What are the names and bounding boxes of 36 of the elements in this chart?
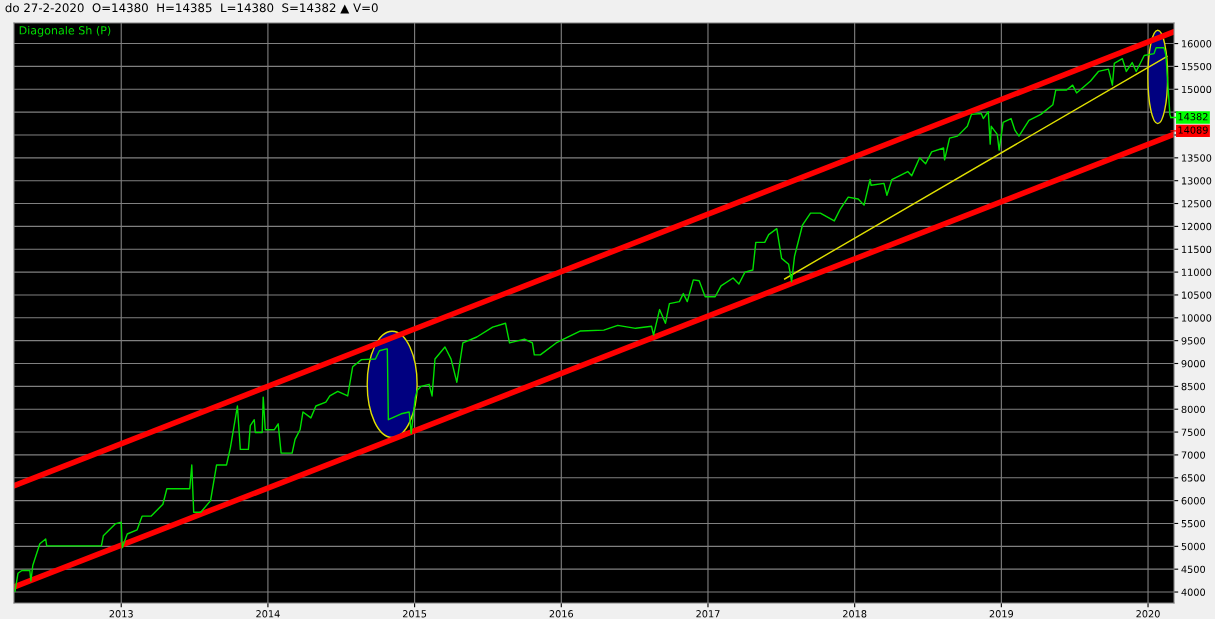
x-tick-label: 2016 [549,610,574,618]
y-tick-label: 10000 [1182,314,1212,322]
y-tick-label: 4000 [1181,588,1206,596]
x-tick-label: 2019 [989,610,1014,618]
y-tick-label: 9000 [1181,359,1206,368]
y-tick-label: 8500 [1181,382,1206,391]
x-tick-label: 2020 [1136,610,1160,618]
text: Diagonale Sh (P) [19,25,111,37]
x-tick-label: 2014 [256,610,280,618]
y-tick-label: 5000 [1181,542,1206,551]
y-tick-label: 12500 [1182,200,1212,208]
chart-title: do 27-2-2020 O=14380 H=14385 L=14380 S=14382 ▲ V=0 [5,3,378,14]
y-tick-label: 5500 [1181,519,1206,528]
x-tick-label: 2015 [402,610,427,618]
x-tick-label: 2013 [109,610,133,618]
y-tick-label: 7500 [1181,428,1206,436]
y-tick-label: 10500 [1182,291,1212,299]
y-tick-label: 11000 [1182,268,1212,276]
x-tick-label: 2017 [696,610,720,618]
y-tick-label: 9500 [1181,337,1206,345]
y-tick-label: 8000 [1181,405,1206,414]
line-series [14,46,1172,592]
y-tick-label: 6000 [1181,497,1206,505]
y-tick-label: 7000 [1181,451,1206,459]
y-tick-label: 6500 [1181,474,1206,482]
y-tick-label: 11500 [1182,245,1212,254]
y-tick-label: 4500 [1181,565,1206,574]
annotation: 14382 [1178,112,1208,121]
y-tick-label: 15000 [1182,85,1212,94]
annotation: 14089 [1178,126,1208,134]
y-tick-label: 12000 [1182,222,1212,231]
x-tick-label: 2018 [843,610,867,618]
y-tick-label: 16000 [1182,40,1212,48]
y-tick-label: 15500 [1182,62,1212,71]
y-tick-label: 13000 [1182,177,1212,185]
y-tick-label: 13500 [1182,154,1212,162]
